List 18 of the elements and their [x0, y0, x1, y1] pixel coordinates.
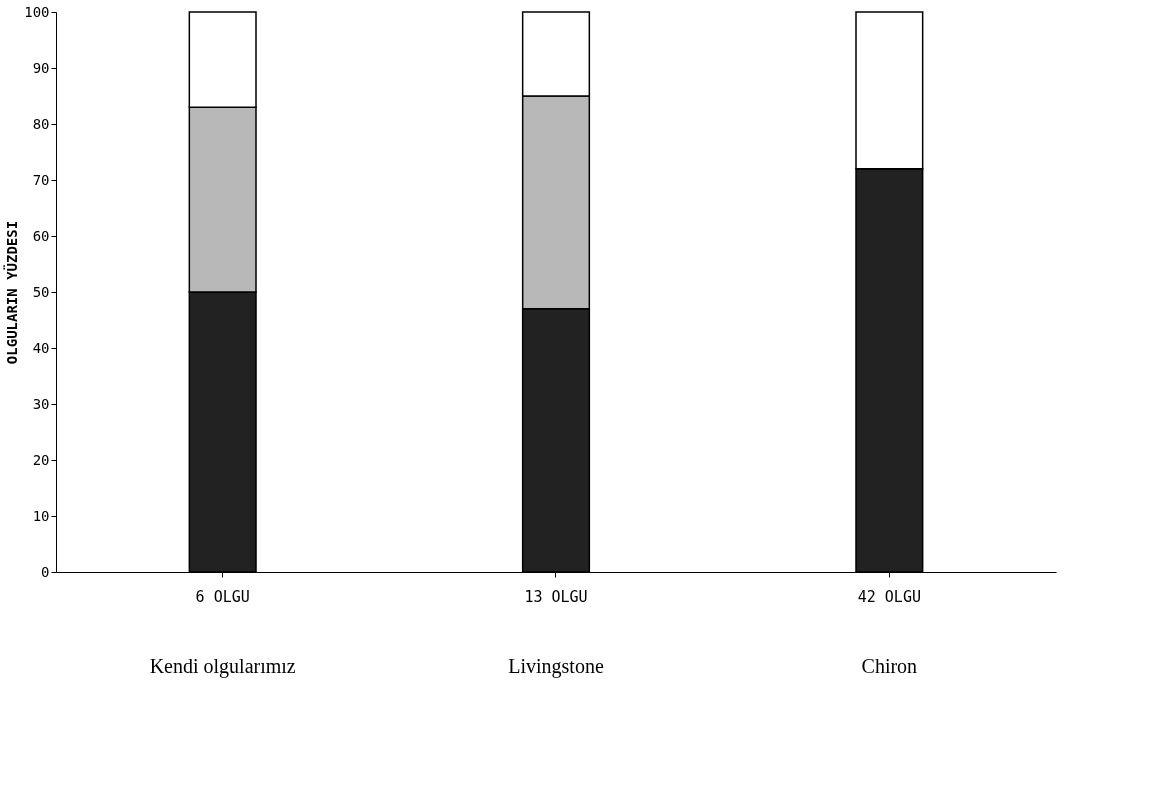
y-tick-label: 40 — [32, 339, 50, 356]
y-axis-title: OLGULARIN YÜZDESI — [3, 220, 21, 365]
text: Kendi olgularımız — [149, 655, 296, 678]
y-tick-label: 10 — [32, 507, 50, 524]
y-tick-label: 80 — [32, 115, 50, 132]
y-tick-label: 50 — [32, 283, 50, 300]
y-tick-label: 60 — [32, 227, 50, 244]
y-tick-label: 100 — [24, 3, 50, 20]
text: Livingstone — [508, 655, 604, 678]
y-tick-label: 0 — [41, 563, 50, 580]
y-tick-label: 70 — [32, 171, 50, 188]
x-tick-label: 6 OLGU — [195, 587, 250, 606]
y-tick-label: 90 — [32, 59, 50, 76]
y-tick-label: 20 — [32, 451, 50, 468]
y-tick-label: 30 — [32, 395, 50, 412]
x-tick-label: 42 OLGU — [857, 587, 921, 606]
x-tick-label: 13 OLGU — [524, 587, 588, 606]
text: Chiron — [861, 655, 918, 677]
